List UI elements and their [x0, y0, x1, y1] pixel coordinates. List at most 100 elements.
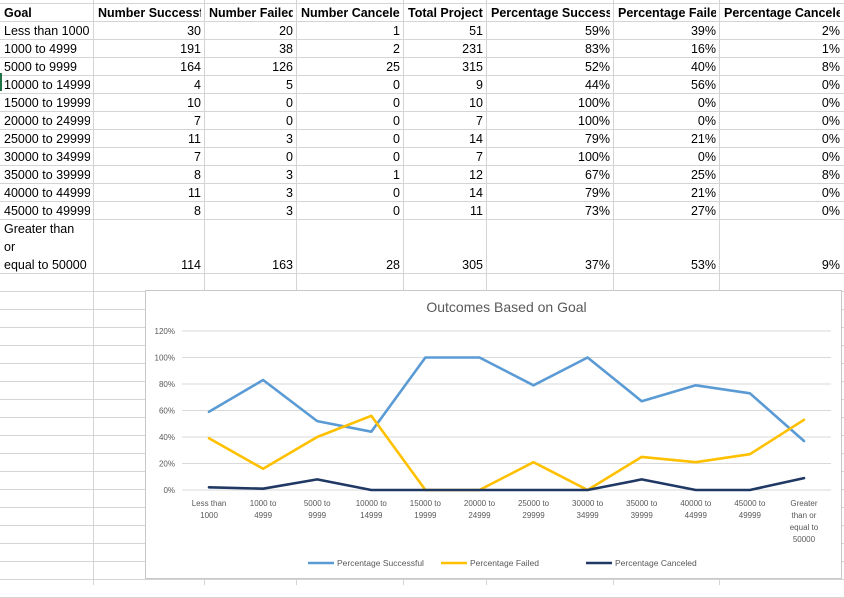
table-cell[interactable]: 7	[476, 114, 483, 128]
table-cell[interactable]: 44%	[584, 78, 610, 92]
table-cell[interactable]: 0	[286, 150, 293, 164]
column-header[interactable]: Total Projects	[408, 6, 483, 20]
table-cell[interactable]: 9	[476, 78, 483, 92]
table-cell[interactable]: 39%	[690, 24, 716, 38]
table-cell[interactable]: 10000 to 14999	[4, 78, 90, 92]
table-cell[interactable]: 1%	[821, 42, 840, 56]
table-cell[interactable]: 7	[194, 114, 201, 128]
column-header[interactable]: Percentage Canceled	[724, 6, 840, 20]
table-cell[interactable]: 0%	[697, 96, 716, 110]
table-cell[interactable]: 0%	[821, 204, 840, 218]
table-cell[interactable]: 0%	[821, 78, 840, 92]
table-cell[interactable]: 3	[286, 132, 293, 146]
table-cell[interactable]: 1000 to 4999	[4, 42, 77, 56]
table-cell[interactable]: 12	[469, 168, 483, 182]
table-cell[interactable]: 8	[194, 168, 201, 182]
column-header[interactable]: Number Canceled	[301, 6, 400, 20]
table-cell[interactable]: 5000 to 9999	[4, 60, 77, 74]
table-cell[interactable]: 67%	[584, 168, 610, 182]
table-cell[interactable]: 20000 to 24999	[4, 114, 90, 128]
table-cell[interactable]: 0	[393, 150, 400, 164]
table-cell[interactable]: 8%	[821, 168, 840, 182]
table-cell[interactable]: 8%	[821, 60, 840, 74]
table-cell[interactable]: 315	[462, 60, 483, 74]
table-cell[interactable]: 0	[286, 114, 293, 128]
table-cell[interactable]: 5	[286, 78, 293, 92]
table-cell[interactable]: 0%	[821, 114, 840, 128]
table-cell[interactable]: 0	[393, 96, 400, 110]
table-cell[interactable]: 164	[180, 60, 201, 74]
table-cell[interactable]: 16%	[690, 42, 716, 56]
table-cell[interactable]: 11	[188, 186, 201, 200]
table-cell[interactable]: 15000 to 19999	[4, 96, 90, 110]
table-cell[interactable]: 0%	[821, 132, 840, 146]
table-cell[interactable]: Greater than	[4, 222, 75, 236]
table-cell[interactable]: 191	[180, 42, 201, 56]
table-cell[interactable]: 7	[476, 150, 483, 164]
table-cell[interactable]: 25%	[690, 168, 716, 182]
table-cell[interactable]: or	[4, 240, 16, 254]
table-cell[interactable]: 1	[393, 168, 400, 182]
table-cell[interactable]: 37%	[584, 258, 610, 272]
table-cell[interactable]: 0	[286, 96, 293, 110]
table-cell[interactable]: 40000 to 44999	[4, 186, 90, 200]
table-cell[interactable]: 9%	[821, 258, 840, 272]
table-cell[interactable]: 11	[470, 204, 483, 218]
table-cell[interactable]: 51	[469, 24, 483, 38]
table-cell[interactable]: 56%	[690, 78, 716, 92]
table-cell[interactable]: equal to 50000	[4, 258, 87, 272]
table-cell[interactable]: Less than 1000	[4, 24, 90, 38]
table-cell[interactable]: 163	[272, 258, 293, 272]
table-cell[interactable]: 40%	[690, 60, 716, 74]
table-cell[interactable]: 20	[279, 24, 293, 38]
table-cell[interactable]: 38	[279, 42, 293, 56]
column-header[interactable]: Percentage Failed	[618, 6, 716, 20]
table-cell[interactable]: 2%	[821, 24, 840, 38]
table-cell[interactable]: 14	[469, 186, 483, 200]
table-cell[interactable]: 0	[393, 114, 400, 128]
table-cell[interactable]: 3	[286, 204, 293, 218]
table-cell[interactable]: 100%	[578, 96, 610, 110]
table-cell[interactable]: 305	[462, 258, 483, 272]
table-cell[interactable]: 7	[194, 150, 201, 164]
table-cell[interactable]: 3	[286, 186, 293, 200]
table-cell[interactable]: 100%	[578, 150, 610, 164]
table-cell[interactable]: 73%	[584, 204, 610, 218]
table-cell[interactable]: 10	[187, 96, 201, 110]
table-cell[interactable]: 25000 to 29999	[4, 132, 90, 146]
table-cell[interactable]: 0%	[821, 96, 840, 110]
table-cell[interactable]: 0%	[697, 114, 716, 128]
table-cell[interactable]: 3	[286, 168, 293, 182]
table-cell[interactable]: 2	[393, 42, 400, 56]
column-header[interactable]: Goal	[4, 6, 32, 20]
table-cell[interactable]: 8	[194, 204, 201, 218]
table-cell[interactable]: 30	[187, 24, 201, 38]
table-cell[interactable]: 0	[393, 204, 400, 218]
table-cell[interactable]: 0%	[821, 150, 840, 164]
table-cell[interactable]: 27%	[690, 204, 716, 218]
table-cell[interactable]: 79%	[584, 132, 610, 146]
table-cell[interactable]: 28	[386, 258, 400, 272]
table-cell[interactable]: 21%	[690, 186, 716, 200]
table-cell[interactable]: 59%	[584, 24, 610, 38]
table-cell[interactable]: 0	[393, 132, 400, 146]
table-cell[interactable]: 0%	[697, 150, 716, 164]
table-cell[interactable]: 0	[393, 186, 400, 200]
table-cell[interactable]: 21%	[690, 132, 716, 146]
table-cell[interactable]: 10	[469, 96, 483, 110]
table-cell[interactable]: 0%	[821, 186, 840, 200]
table-cell[interactable]: 4	[194, 78, 201, 92]
line-chart[interactable]: Outcomes Based on Goal 0% 20% 40% 60% 80% 100%…	[145, 290, 842, 579]
table-cell[interactable]: 11	[188, 132, 201, 146]
table-cell[interactable]: 52%	[584, 60, 610, 74]
table-cell[interactable]: 25	[386, 60, 400, 74]
table-cell[interactable]: 83%	[584, 42, 610, 56]
column-header[interactable]: Percentage Successful	[491, 6, 610, 20]
table-cell[interactable]: 114	[181, 258, 201, 272]
table-cell[interactable]: 231	[462, 42, 483, 56]
table-cell[interactable]: 126	[272, 60, 293, 74]
column-header[interactable]: Number Failed	[209, 6, 293, 20]
table-cell[interactable]: 30000 to 34999	[4, 150, 90, 164]
table-cell[interactable]: 100%	[578, 114, 610, 128]
table-cell[interactable]: 0	[393, 78, 400, 92]
